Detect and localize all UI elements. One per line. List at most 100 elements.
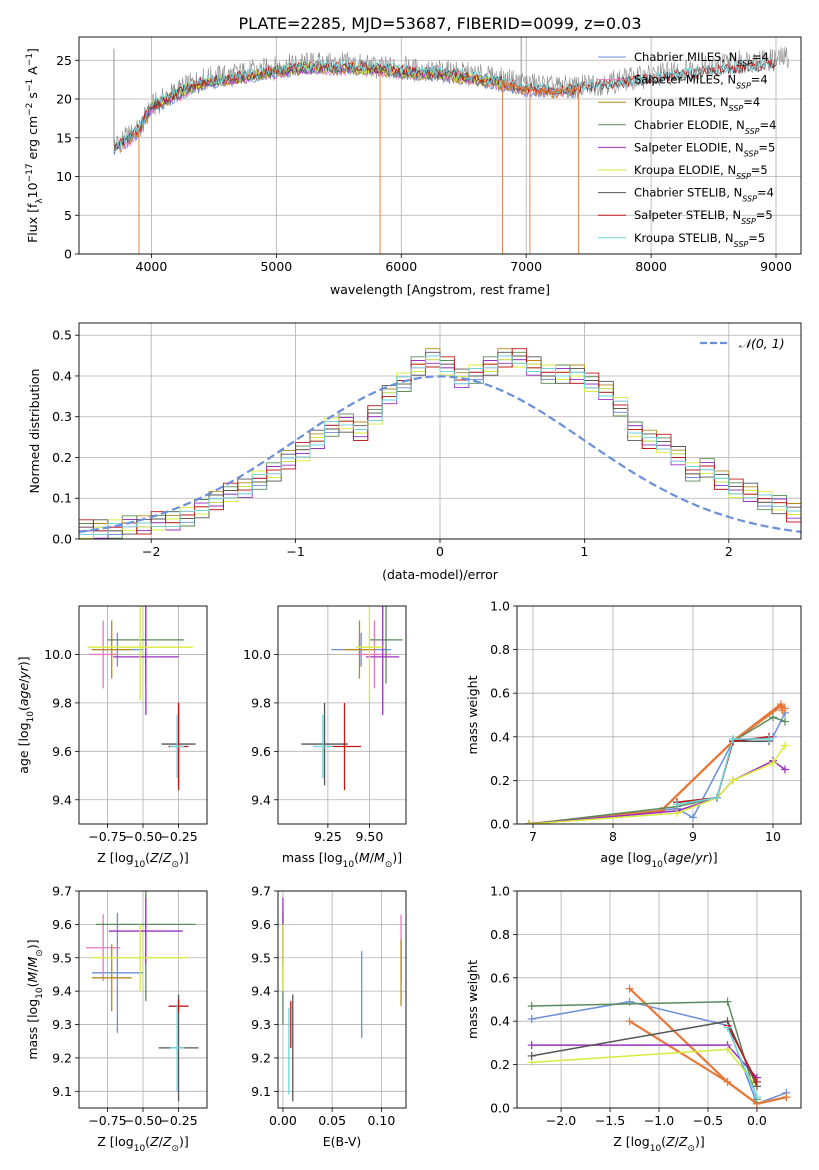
x-tick-label: −0.75 [88,1113,126,1128]
y-tick-label: 9.8 [52,695,72,710]
series-marker [625,984,634,993]
series-marker [752,1077,761,1086]
y-tick-label: 0.8 [490,642,510,657]
series-line [528,704,784,824]
series-lines [525,700,789,824]
y-tick-label: 9.1 [52,1084,72,1099]
series-marker [673,800,681,809]
y-tick-label: 9.1 [251,1084,271,1099]
y-tick-label: 9.2 [251,1050,271,1065]
legend-entry: Salpeter ELODIE, NSSP=5 [634,140,775,158]
x-axis-label: E(B-V) [323,1134,362,1149]
series-marker [713,793,721,802]
gaussian-curve [79,375,801,533]
y-tick-label: 9.7 [52,884,72,899]
y-tick-label: 10.0 [44,647,72,662]
model-spectrum-line [113,58,777,151]
y-axis-label: mass weight [465,960,480,1039]
x-tick-label: −0.50 [124,829,162,844]
series-marker [769,713,777,722]
series-line [726,1027,758,1098]
series-marker [765,734,773,743]
y-tick-label: 9.8 [251,695,271,710]
histogram-steps [79,348,801,539]
series-marker [729,776,737,785]
x-tick-label: −1.0 [644,1113,674,1128]
y-tick-label: 0.2 [52,450,72,465]
x-axis-label: age [log10(age/yr)] [600,850,717,870]
x-tick-label: 7000 [510,259,542,274]
x-tick-label: 8000 [635,259,667,274]
y-tick-label: 9.3 [52,1017,72,1032]
model-spectrum-line [113,59,777,152]
y-axis-label: Normed distribution [27,369,42,494]
x-tick-label: 9.50 [356,829,384,844]
series-marker [777,702,785,711]
legend-entry: Kroupa MILES, NSSP=4 [634,95,760,113]
y-axis-label: mass weight [465,675,480,754]
model-spectrum-line [113,63,577,152]
x-tick-label: 2 [725,544,733,559]
x-tick-label: 0 [436,544,444,559]
x-tick-label: −0.5 [693,1113,723,1128]
x-tick-label: −2.0 [546,1113,576,1128]
series-marker [778,706,787,715]
y-tick-label: 1.0 [490,884,510,899]
series-marker [729,734,737,743]
spectrum-lines [113,37,789,254]
errorbars [87,606,196,791]
axes-frame [277,890,407,1109]
y-tick-label: 0.6 [490,686,510,701]
y-tick-label: 0.1 [52,491,72,506]
series-line [528,702,786,824]
y-tick-label: 9.4 [251,984,271,999]
series-marker [527,1041,536,1050]
errorbars [86,891,199,1102]
figure-title: PLATE=2285, MJD=53687, FIBERID=0099, z=0… [238,14,641,33]
y-tick-label: 0.0 [52,532,72,547]
y-axis-label: Flux [fλ10−17 erg cm−2 s−1 A−1] [25,48,45,243]
x-tick-label: −0.25 [159,1113,197,1128]
y-tick-label: 0.0 [490,1101,510,1116]
x-tick-label: −2 [142,544,160,559]
y-tick-label: 5 [64,208,72,223]
y-tick-label: 25 [56,53,72,68]
x-tick-label: −0.75 [88,829,126,844]
y-tick-label: 0.2 [490,1057,510,1072]
residual-histogram-panel: −2 −1 0 1 2 0.0 0.1 0.2 0.3 0.4 0.5 (data-model)/er… [27,322,802,582]
series-marker [723,1023,732,1032]
series-marker [752,1093,761,1102]
y-tick-label: 9.4 [251,792,271,807]
age-vs-mass-panel: 9.25 9.50 9.4 9.6 9.8 10.0 mass [log10(M/M⊙)] [243,605,407,870]
x-tick-label: −0.25 [159,829,197,844]
axes-frame [78,36,802,255]
legend-entry: Chabrier MILES, NSSP=4 [634,50,769,68]
y-tick-label: 1.0 [490,599,510,614]
y-tick-label: 10.0 [243,647,271,662]
y-tick-label: 0.3 [52,409,72,424]
errorbars [301,606,403,791]
mass-vs-metallicity-panel: −0.75−0.50−0.25 9.1 9.2 9.3 9.4 9.5 9.6 9.7 Z [l… [25,884,208,1154]
x-tick-label: 8 [609,829,617,844]
series-marker [673,809,681,818]
x-axis-label: mass [log10(M/M⊙)] [282,850,402,870]
y-tick-label: 9.6 [251,917,271,932]
y-tick-label: 9.3 [251,1017,271,1032]
spectrum-panel: 4000 5000 6000 7000 8000 9000 0 5 10 15 20 25 wavele… [25,36,802,297]
x-tick-label: 6000 [385,259,417,274]
x-axis-label: (data-model)/error [382,567,499,582]
series-lines [527,984,791,1108]
x-tick-label: −0.50 [124,1113,162,1128]
y-tick-label: 0.4 [52,368,72,383]
axes-frame [516,605,802,825]
series-line [726,1025,758,1083]
y-axis-label: mass [log10(M/M⊙)] [25,939,45,1059]
y-tick-label: 0 [64,247,72,262]
x-tick-label: −1.5 [595,1113,625,1128]
legend-entry: Chabrier STELIB, NSSP=4 [634,186,774,204]
legend-entry: Salpeter MILES, NSSP=4 [634,73,768,91]
x-axis-label: Z [log10(Z/Z⊙)] [97,850,189,870]
x-tick-label: 0.00 [269,1113,297,1128]
series-line [528,745,786,824]
